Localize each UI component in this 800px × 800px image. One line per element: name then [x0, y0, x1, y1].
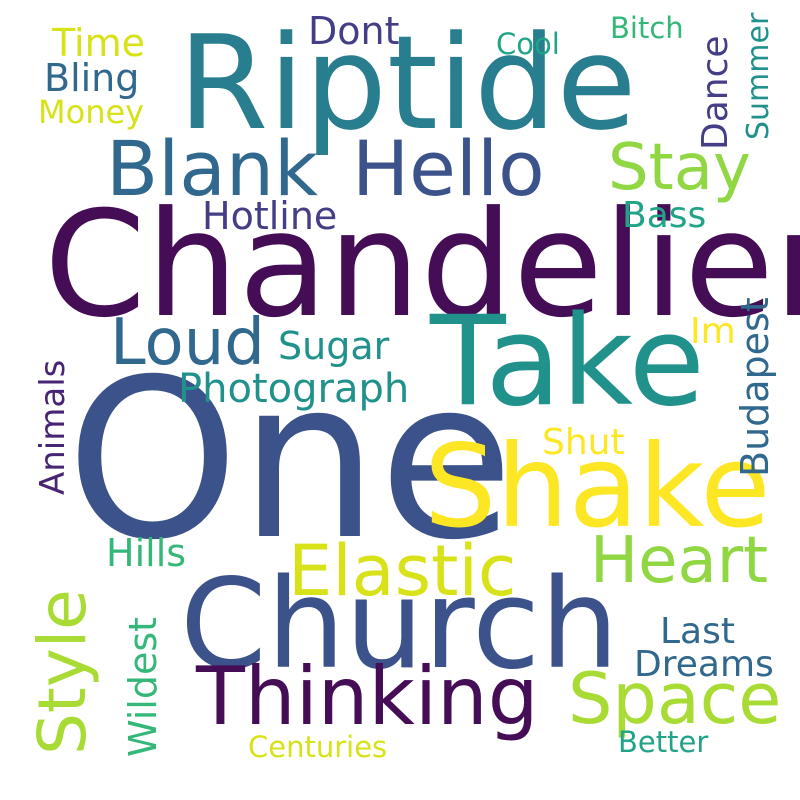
word-stay: Stay [608, 131, 751, 205]
word-im: Im [690, 311, 736, 352]
word-shut: Shut [542, 422, 625, 463]
word-budapest: Budapest [733, 297, 777, 477]
word-style: Style [24, 589, 101, 755]
word-photograph: Photograph [178, 366, 410, 412]
word-time: Time [52, 21, 145, 65]
word-sugar: Sugar [278, 324, 390, 368]
word-money: Money [38, 93, 145, 131]
word-dont: Dont [308, 9, 400, 53]
word-cool: Cool [496, 27, 560, 61]
word-centuries: Centuries [248, 730, 388, 764]
word-church: Church [180, 553, 619, 697]
word-one: One [66, 332, 514, 588]
word-heart: Heart [590, 524, 769, 598]
word-hotline: Hotline [202, 194, 338, 238]
word-space: Space [568, 658, 782, 740]
word-last: Last [660, 611, 735, 652]
word-hello: Hello [352, 124, 545, 213]
word-loud: Loud [110, 306, 265, 380]
word-elastic: Elastic [288, 530, 517, 612]
word-summer: Summer [741, 12, 776, 140]
word-bitch: Bitch [610, 11, 684, 45]
word-shake: Shake [424, 420, 771, 553]
word-dance: Dance [695, 35, 736, 150]
word-take: Take [430, 290, 705, 434]
word-animals: Animals [33, 359, 73, 495]
word-better: Better [618, 725, 709, 759]
word-bass: Bass [622, 195, 707, 236]
word-thinking: Thinking [196, 650, 539, 743]
word-hills: Hills [106, 531, 187, 575]
word-chandelier: Chandelier [44, 180, 800, 350]
word-riptide: Riptide [178, 7, 637, 159]
word-bling: Bling [44, 56, 140, 100]
word-wildest: Wildest [121, 616, 165, 757]
word-dreams: Dreams [634, 644, 774, 685]
word-blank: Blank [106, 124, 319, 213]
